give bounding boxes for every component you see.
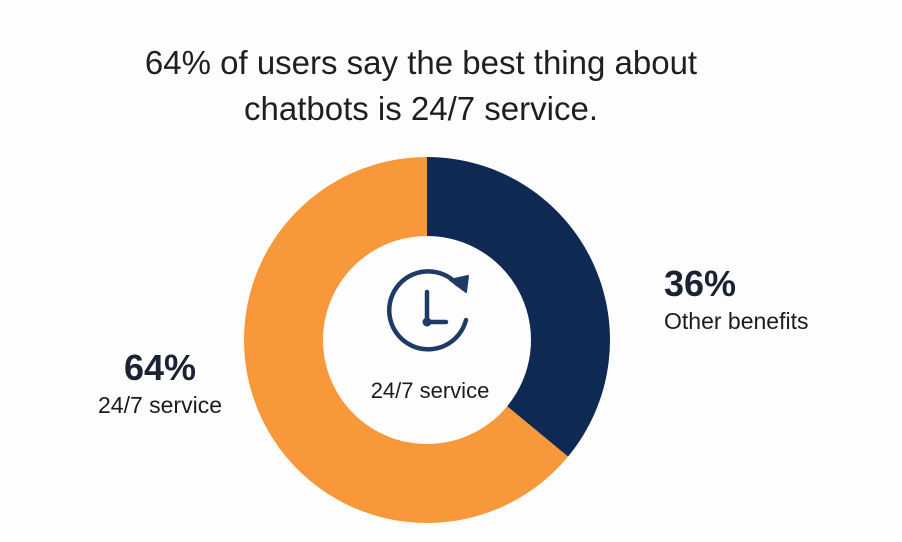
chart-title-line-2: chatbots is 24/7 service. [243,90,598,127]
chart-title-line-1: 64% of users say the best thing about [144,44,698,81]
callout-other-benefits: 36% Other benefits [664,262,864,336]
callout-24-7-label: 24/7 service [97,392,222,418]
clock-refresh-icon [386,269,469,352]
callout-other-label: Other benefits [664,308,809,334]
center-label: 24/7 service [370,378,490,403]
chart-title: 64% of users say the best thing about ch… [0,40,842,132]
donut-slice-24-7-service [243,157,569,523]
donut-slices [243,157,610,523]
donut-slice-other-benefits [427,157,610,457]
callout-24-7-percent: 64% [123,347,197,388]
callout-other-percent: 36% [664,263,737,304]
callout-24-7-service: 64% 24/7 service [70,346,250,420]
